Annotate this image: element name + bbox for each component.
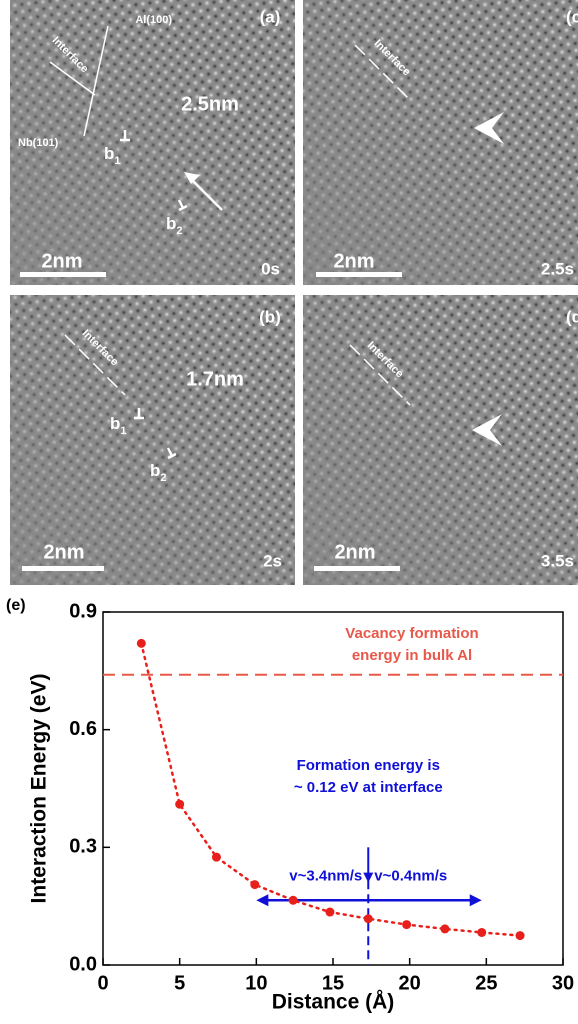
size-label: 1.7nm [186, 368, 244, 390]
x-tick-label: 0 [97, 972, 108, 994]
reference-label: energy in bulk Al [352, 647, 472, 664]
panel-label: (c) [566, 7, 578, 26]
x-tick-label: 20 [399, 972, 421, 994]
arrow-head [363, 873, 373, 883]
time: 3.5s [541, 551, 574, 570]
x-tick-label: 10 [245, 972, 267, 994]
scale-label: 2nm [334, 541, 375, 563]
panel-label: (a) [260, 7, 281, 26]
y-tick-label: 0.9 [69, 600, 97, 622]
panel-d: (d) Interface 2nm 3.5s [303, 295, 578, 585]
y-tick-label: 0.6 [69, 718, 97, 740]
time: 0s [261, 259, 280, 278]
scale-label: 2nm [333, 250, 374, 272]
panel-c: (c) Interface 2nm 2.5s [303, 0, 578, 285]
panel-label: (e) [6, 597, 26, 614]
data-point [137, 639, 146, 648]
b: b [166, 214, 176, 233]
x-tick-label: 30 [552, 972, 574, 994]
data-point [440, 924, 449, 933]
label: Al(100) [135, 14, 172, 26]
data-point [477, 928, 486, 937]
arrow-head [470, 894, 482, 906]
data-point [289, 896, 298, 905]
b: b [110, 414, 120, 433]
data-point [250, 880, 259, 889]
reference-label: Vacancy formation [345, 625, 478, 642]
data-point [212, 853, 221, 862]
annotation: ~ 0.12 eV at interface [294, 779, 443, 796]
annotation: v~0.4nm/s [374, 867, 447, 884]
y-axis-label: Interaction Energy (eV) [28, 674, 51, 904]
b: b [150, 461, 160, 480]
figure: (a) Al(100) Nb(101) Interface 2.5nm b1 b… [0, 0, 578, 1019]
sub: 2 [160, 472, 166, 484]
data-point [175, 800, 184, 809]
annotation: Formation energy is [297, 757, 440, 774]
x-tick-label: 5 [174, 972, 185, 994]
sub: 1 [120, 425, 126, 437]
data-point [516, 931, 525, 940]
y-tick-label: 0.0 [69, 953, 97, 975]
data-point [364, 914, 373, 923]
size-label: 2.5nm [181, 93, 239, 115]
panel-b: (b) Interface 1.7nm b1 b2 2nm 2s [10, 295, 295, 585]
page: (a) Al(100) Nb(101) Interface 2.5nm b1 b… [0, 0, 578, 1019]
time: 2.5s [541, 259, 574, 278]
panel-label: (b) [259, 307, 281, 326]
label: Nb(101) [18, 137, 59, 149]
b: b [104, 144, 114, 163]
data-point [325, 908, 334, 917]
annotation: v~3.4nm/s [289, 867, 362, 884]
sub: 2 [176, 225, 182, 237]
panel-a: (a) Al(100) Nb(101) Interface 2.5nm b1 b… [10, 0, 295, 285]
sub: 1 [114, 155, 120, 167]
data-point [402, 920, 411, 929]
scale-label: 2nm [41, 250, 82, 272]
scale-label: 2nm [43, 541, 84, 563]
panel-label: (d) [566, 307, 578, 326]
x-tick-label: 25 [475, 972, 497, 994]
arrow-head [256, 894, 268, 906]
x-axis-label: Distance (Å) [272, 990, 395, 1014]
y-tick-label: 0.3 [69, 836, 97, 858]
time: 2s [263, 551, 282, 570]
